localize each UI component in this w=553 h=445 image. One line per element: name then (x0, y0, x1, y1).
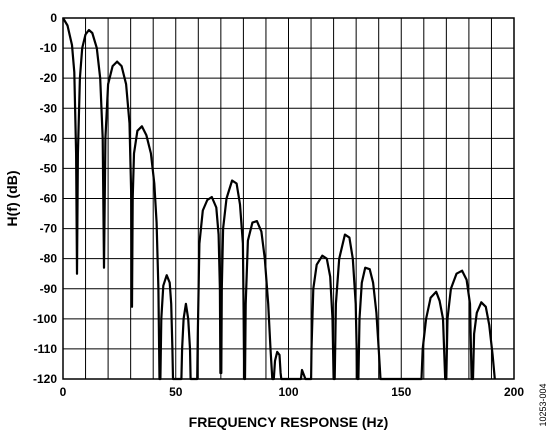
y-tick-label: -60 (40, 192, 58, 206)
y-tick-label: 0 (50, 11, 57, 25)
y-tick-label: -110 (34, 342, 58, 356)
x-tick-label: 150 (391, 385, 411, 399)
x-tick-label: 200 (504, 385, 524, 399)
y-axis-label: H(f) (dB) (4, 171, 20, 227)
y-tick-label: -20 (40, 71, 58, 85)
y-tick-label: -90 (40, 282, 58, 296)
y-tick-label: -70 (40, 222, 58, 236)
y-tick-label: -100 (33, 312, 57, 326)
plot-frame (62, 17, 515, 380)
x-axis-label: FREQUENCY RESPONSE (Hz) (189, 414, 389, 430)
y-tick-label: -120 (33, 372, 57, 386)
y-tick-label: -30 (40, 101, 58, 115)
y-tick-label: -10 (40, 41, 58, 55)
chart-grid (63, 18, 514, 379)
figure-id: 10253-004 (538, 383, 548, 426)
y-tick-label: -80 (40, 252, 58, 266)
x-tick-label: 50 (169, 385, 183, 399)
y-tick-label: -50 (40, 161, 58, 175)
tick-labels: 0 -10 -20 -30 -40 -50 -60 -70 -80 -90 -100 -110 -120… (33, 11, 524, 399)
x-tick-label: 100 (278, 385, 298, 399)
x-tick-label: 0 (60, 385, 67, 399)
y-tick-label: -40 (40, 131, 58, 145)
